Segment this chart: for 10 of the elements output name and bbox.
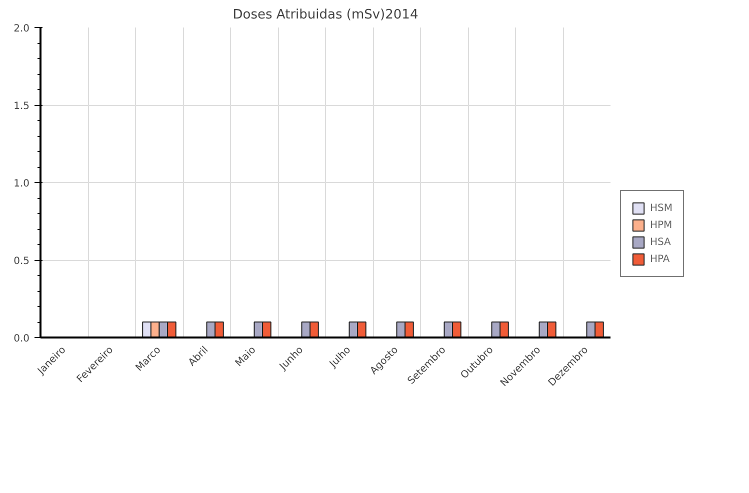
y-tick-label: 0.5 [14, 256, 30, 267]
y-tick-label: 2.0 [14, 24, 30, 34]
y-tick-label: 0.0 [14, 334, 30, 344]
y-tick-label: 1.5 [14, 101, 30, 112]
chart-title: Doses Atribuidas (mSv)2014 [232, 8, 418, 22]
legend-label: HPM [650, 220, 672, 230]
legend-label: HSA [650, 236, 671, 248]
legend-label: HSM [650, 202, 672, 214]
legend-label: HPA [650, 254, 670, 264]
y-tick-label: 1.0 [14, 178, 30, 190]
